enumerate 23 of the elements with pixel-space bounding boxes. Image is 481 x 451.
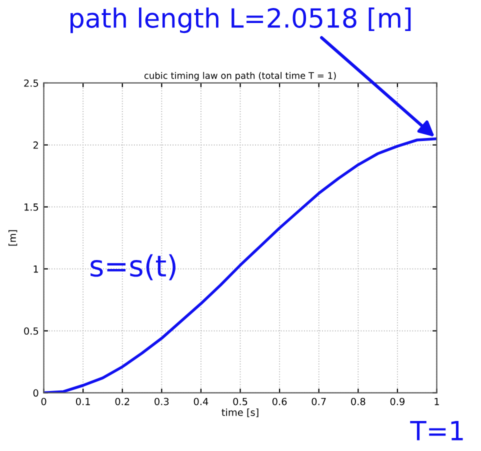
- x-tick-label: 0.1: [76, 398, 90, 406]
- x-tick-label: 0.2: [115, 398, 130, 406]
- y-tick-label: 1: [34, 265, 38, 273]
- x-tick-label: 0: [41, 398, 46, 406]
- x-tick-label: 0.9: [390, 398, 404, 406]
- annotation: s=s(t): [90, 254, 176, 280]
- x-axis-title: time [s]: [222, 408, 258, 418]
- y-tick-label: 2: [33, 141, 38, 149]
- y-axis-title: [m]: [8, 230, 18, 246]
- y-tick-label: 0.5: [24, 327, 38, 335]
- x-tick-label: 0.3: [154, 398, 169, 406]
- y-tick-label: 2.5: [24, 79, 38, 87]
- x-tick-label: 0.6: [272, 398, 287, 406]
- x-tick-label: 0.7: [312, 398, 326, 406]
- x-tick-label: 0.8: [351, 398, 366, 406]
- x-tick-label: 0.4: [194, 398, 208, 406]
- x-tick-label: 0.5: [233, 398, 248, 406]
- annotation: path length L=2.0518 [m]: [70, 8, 411, 34]
- y-tick-label: 1.5: [24, 204, 38, 211]
- text: T=1: [410, 421, 463, 440]
- chart-title: cubic timing law on path (total time T = 1): [144, 72, 336, 81]
- y-tick-label: 0: [33, 389, 38, 397]
- x-tick-label: 1: [434, 398, 439, 406]
